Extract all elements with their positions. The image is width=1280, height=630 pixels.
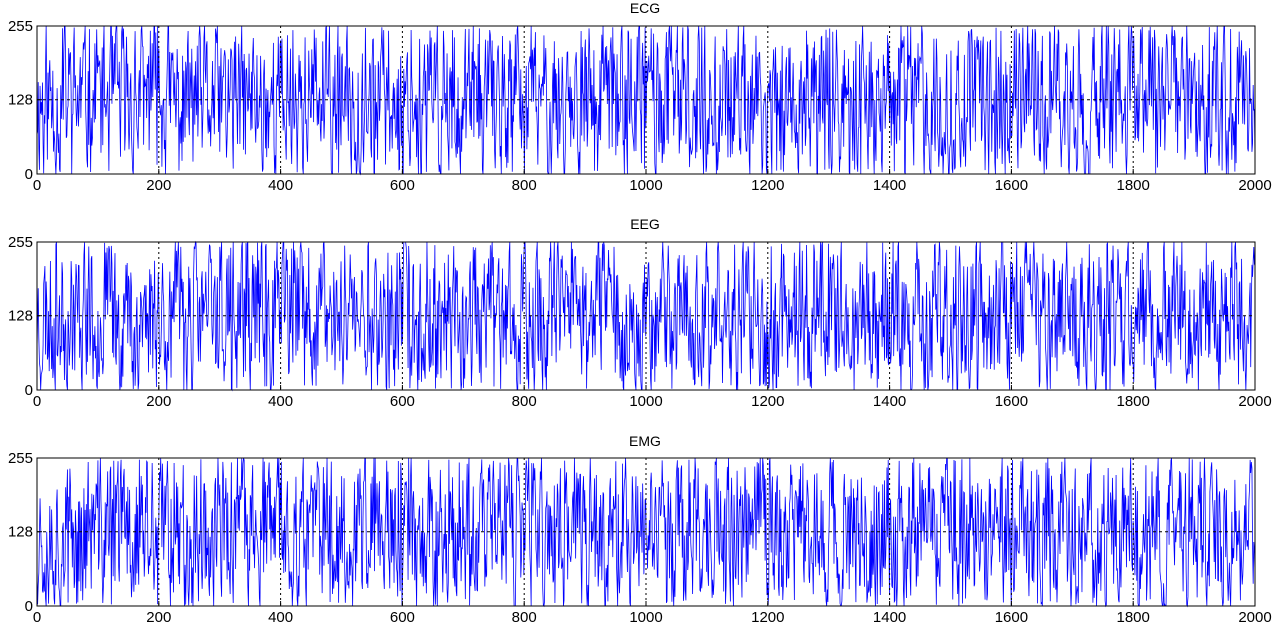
x-tick-label: 1200	[751, 177, 784, 194]
subplot-title: EMG	[629, 433, 661, 449]
x-tick-label: 2000	[1238, 177, 1271, 194]
x-tick-label: 800	[512, 609, 537, 626]
x-tick-label: 600	[390, 393, 415, 410]
x-tick-label: 0	[33, 177, 41, 194]
x-tick-label: 400	[268, 393, 293, 410]
plot-area-1: 0 200 400 600 800 1000 1200 1400 1600 1800 2000 0 12…	[8, 18, 1272, 194]
x-tick-label: 1800	[1117, 609, 1150, 626]
plot-area-3: 0 200 400 600 800 1000 1200 1400 1600 1800 2000 0 12…	[8, 450, 1272, 626]
subplot-title: EEG	[630, 216, 660, 232]
x-tick-label: 1000	[629, 393, 662, 410]
y-tick-label: 128	[8, 308, 33, 325]
subplot-title: ECG	[630, 0, 660, 16]
y-tick-label: 0	[25, 598, 33, 615]
x-tick-label: 2000	[1238, 609, 1271, 626]
x-tick-label: 600	[390, 177, 415, 194]
x-tick-label: 1200	[751, 393, 784, 410]
subplot-1: ECG 0 200 400 600 800 1000 1200 1400 1600 1800 200…	[8, 0, 1272, 194]
y-tick-label: 128	[8, 92, 33, 109]
y-tick-label: 255	[8, 18, 33, 35]
x-tick-label: 600	[390, 609, 415, 626]
x-tick-label: 1600	[995, 609, 1028, 626]
x-tick-label: 2000	[1238, 393, 1271, 410]
x-tick-label: 400	[268, 177, 293, 194]
signal-line	[36, 457, 1256, 608]
x-tick-label: 1400	[873, 177, 906, 194]
x-tick-label: 400	[268, 609, 293, 626]
x-tick-label: 1800	[1117, 393, 1150, 410]
x-tick-label: 1200	[751, 609, 784, 626]
x-tick-label: 1600	[995, 177, 1028, 194]
y-tick-label: 255	[8, 450, 33, 467]
x-tick-label: 0	[33, 393, 41, 410]
subplot-2: EEG 0 200 400 600 800 1000 1200 1400 1600 1800 200…	[8, 216, 1272, 410]
x-tick-label: 1400	[873, 609, 906, 626]
x-tick-label: 0	[33, 609, 41, 626]
y-tick-label: 0	[25, 166, 33, 183]
y-tick-label: 0	[25, 382, 33, 399]
x-tick-label: 1800	[1117, 177, 1150, 194]
x-tick-label: 200	[146, 177, 171, 194]
x-tick-label: 1000	[629, 609, 662, 626]
x-tick-label: 800	[512, 177, 537, 194]
x-tick-label: 200	[146, 609, 171, 626]
y-tick-label: 255	[8, 234, 33, 251]
x-tick-label: 200	[146, 393, 171, 410]
x-tick-label: 1400	[873, 393, 906, 410]
x-tick-label: 1600	[995, 393, 1028, 410]
subplot-3: EMG 0 200 400 600 800 1000 1200 1400 1600 1800 200…	[8, 433, 1272, 626]
x-tick-label: 1000	[629, 177, 662, 194]
y-tick-label: 128	[8, 524, 33, 541]
plot-area-2: 0 200 400 600 800 1000 1200 1400 1600 1800 2000 0 12…	[8, 234, 1272, 410]
x-tick-label: 800	[512, 393, 537, 410]
